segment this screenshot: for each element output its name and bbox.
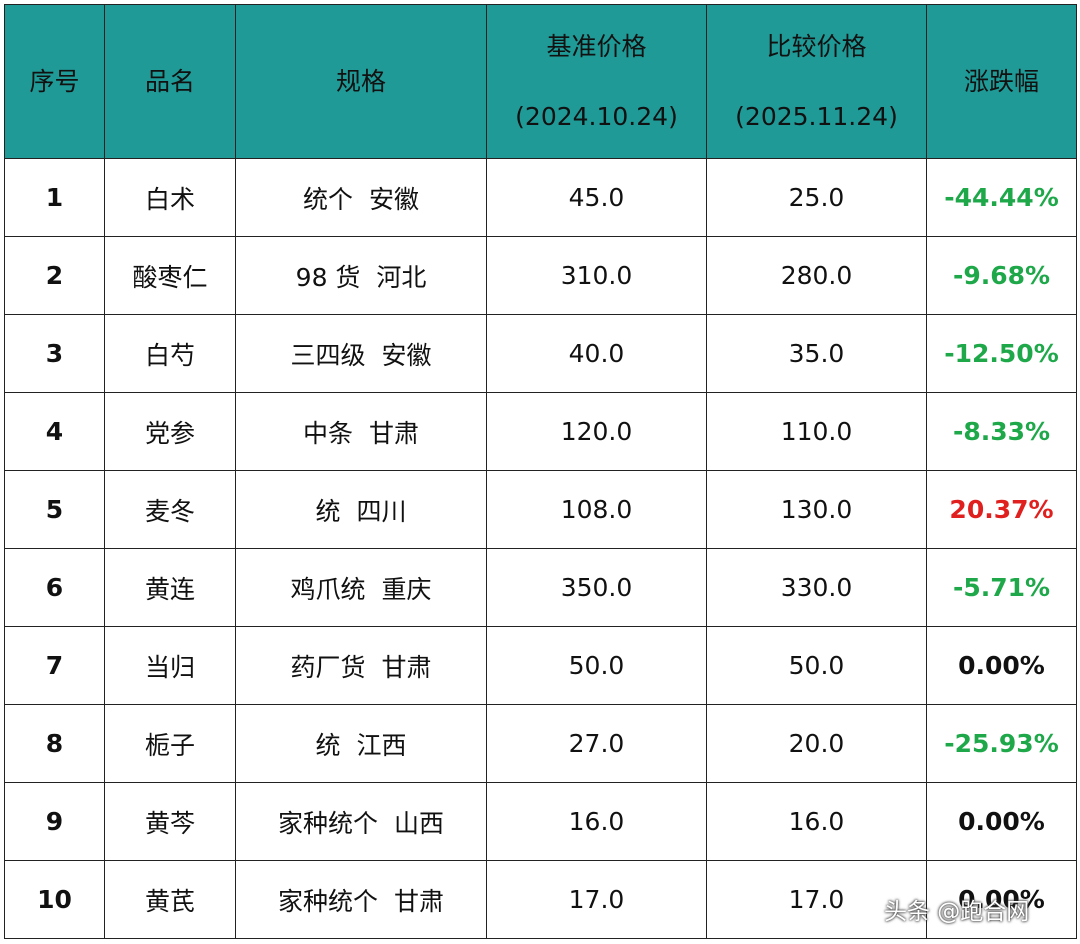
cell: 16.0 — [486, 782, 707, 861]
cell: -44.44% — [926, 158, 1077, 237]
header-cell: 基准价格 (2024.10.24) — [486, 4, 707, 159]
price-table: 序号 品名 规格 基准价格 (2024.10.24) 比较价格 (2025.11.24) 涨跌… — [4, 4, 1077, 939]
cell: -12.50% — [926, 314, 1077, 393]
header-text: 品名 — [144, 66, 195, 96]
cell: 9 — [4, 782, 105, 861]
cell: 党参 — [104, 392, 236, 471]
cell: 三四级 安徽 — [235, 314, 487, 393]
table-row: 4 党参 中条 甘肃 120.0 110.0 -8.33% — [4, 392, 1077, 471]
cell: 统 四川 — [235, 470, 487, 549]
cell: 麦冬 — [104, 470, 236, 549]
watermark: 头条 @跑合网 — [884, 899, 1030, 925]
cell: 药厂货 甘肃 — [235, 626, 487, 705]
cell: 17.0 — [486, 860, 707, 939]
cell: 110.0 — [706, 392, 927, 471]
header-cell: 品名 — [104, 4, 236, 159]
cell: -25.93% — [926, 704, 1077, 783]
cell: 130.0 — [706, 470, 927, 549]
cell: -5.71% — [926, 548, 1077, 627]
cell: 3 — [4, 314, 105, 393]
cell: 当归 — [104, 626, 236, 705]
cell: 白芍 — [104, 314, 236, 393]
table-row: 7 当归 药厂货 甘肃 50.0 50.0 0.00% — [4, 626, 1077, 705]
cell: 6 — [4, 548, 105, 627]
cell: 7 — [4, 626, 105, 705]
cell: 17.0 — [706, 860, 927, 939]
header-line: (2025.11.24) — [735, 101, 898, 131]
cell: 20.0 — [706, 704, 927, 783]
cell: 330.0 — [706, 548, 927, 627]
table-row: 10 黄芪 家种统个 甘肃 17.0 17.0 0.00% — [4, 860, 1077, 939]
cell: 5 — [4, 470, 105, 549]
cell: 120.0 — [486, 392, 707, 471]
header-cell: 序号 — [4, 4, 105, 159]
cell: 98 货 河北 — [235, 236, 487, 315]
header-cell: 比较价格 (2025.11.24) — [706, 4, 927, 159]
header-line: 基准价格 — [546, 31, 647, 61]
cell: 黄芪 — [104, 860, 236, 939]
cell: 280.0 — [706, 236, 927, 315]
cell: 350.0 — [486, 548, 707, 627]
cell: 310.0 — [486, 236, 707, 315]
table-row: 8 栀子统 江西 27.0 20.0 -25.93% — [4, 704, 1077, 783]
cell: 20.37% — [926, 470, 1077, 549]
cell: 27.0 — [486, 704, 707, 783]
cell: 40.0 — [486, 314, 707, 393]
cell: 统个 安徽 — [235, 158, 487, 237]
cell: 108.0 — [486, 470, 707, 549]
cell: 鸡爪统 重庆 — [235, 548, 487, 627]
cell: 0.00% — [926, 860, 1077, 939]
cell: 0.00% — [926, 782, 1077, 861]
header-line: (2024.10.24) — [515, 101, 678, 131]
cell: 酸枣仁 — [104, 236, 236, 315]
cell: -9.68% — [926, 236, 1077, 315]
cell: 1 — [4, 158, 105, 237]
header-text: 涨跌幅 — [963, 66, 1039, 96]
cell: 50.0 — [486, 626, 707, 705]
table-row: 2 酸枣仁 98 货 河北 310.0 280.0 -9.68% — [4, 236, 1077, 315]
cell: 8 — [4, 704, 105, 783]
cell: 16.0 — [706, 782, 927, 861]
cell: 家种统个 山西 — [235, 782, 487, 861]
table-row: 3 白芍 三四级 安徽 40.0 35.0 -12.50% — [4, 314, 1077, 393]
header-row: 序号 品名 规格 基准价格 (2024.10.24) 比较价格 (2025.11.24) 涨跌… — [4, 4, 1077, 159]
cell: 45.0 — [486, 158, 707, 237]
cell: 25.0 — [706, 158, 927, 237]
header-line: 比较价格 — [766, 31, 867, 61]
cell: 50.0 — [706, 626, 927, 705]
table-row: 9 黄芩 家种统个 山西 16.0 16.0 0.00% — [4, 782, 1077, 861]
table-row: 5 麦冬统 四川 108.0 130.0 20.37% — [4, 470, 1077, 549]
header-text: 序号 — [29, 66, 80, 96]
cell: 白术 — [104, 158, 236, 237]
cell: 中条 甘肃 — [235, 392, 487, 471]
cell: 0.00% — [926, 626, 1077, 705]
cell: 黄芩 — [104, 782, 236, 861]
header-text: 规格 — [335, 66, 386, 96]
cell: 2 — [4, 236, 105, 315]
cell: -8.33% — [926, 392, 1077, 471]
cell: 4 — [4, 392, 105, 471]
cell: 黄连 — [104, 548, 236, 627]
cell: 35.0 — [706, 314, 927, 393]
table-body: 1 白术 统个 安徽 45.0 25.0 -44.44% 2 酸枣仁 98 货 河北 310.0 2… — [4, 158, 1077, 939]
header-cell: 涨跌幅 — [926, 4, 1077, 159]
cell: 栀子 — [104, 704, 236, 783]
cell: 家种统个 甘肃 — [235, 860, 487, 939]
header-cell: 规格 — [235, 4, 487, 159]
table-row: 6 黄连 鸡爪统 重庆 350.0 330.0 -5.71% — [4, 548, 1077, 627]
cell: 10 — [4, 860, 105, 939]
table-row: 1 白术 统个 安徽 45.0 25.0 -44.44% — [4, 158, 1077, 237]
cell: 统 江西 — [235, 704, 487, 783]
